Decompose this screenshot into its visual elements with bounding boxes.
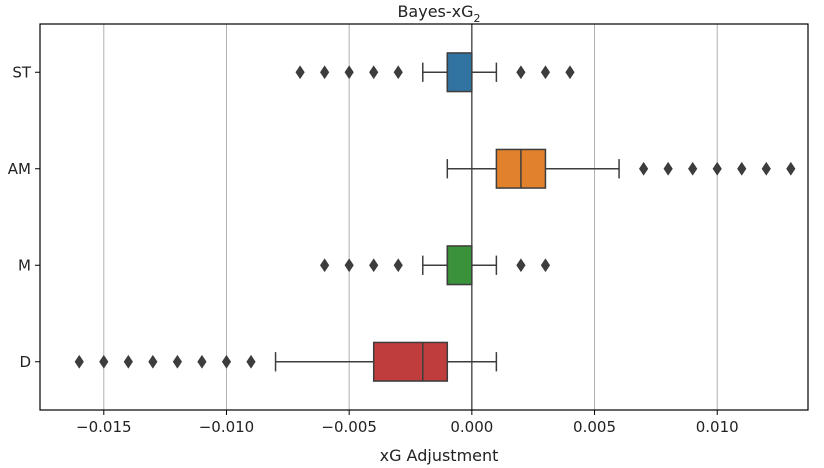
outlier-point [320,258,330,273]
outlier-point [393,65,403,80]
outlier-point [565,65,575,80]
outlier-point [123,354,133,369]
outlier-point [761,161,771,176]
x-tick-label: 0.000 [450,418,493,436]
outlier-point [295,65,305,80]
box-am [446,148,796,189]
x-tick-label: 0.005 [573,418,616,436]
x-tick-label: −0.010 [199,418,255,436]
outlier-point [688,161,698,176]
chart-title-main: Bayes-xG [397,2,473,21]
y-axis-ticks: ST AM M D [8,63,40,371]
outlier-point [320,65,330,80]
outlier-point [540,65,551,80]
y-tick-label: ST [12,63,32,81]
outlier-point [74,354,84,369]
box-iqr [372,341,449,382]
outlier-point [393,258,403,273]
x-axis-label: xG Adjustment [380,446,499,465]
box-iqr [446,52,473,93]
outlier-point [246,354,256,369]
outlier-point [344,65,354,80]
chart-title: Bayes-xG2 [397,2,480,25]
outlier-point [786,161,796,176]
y-tick-label: M [18,256,31,274]
outlier-point [540,258,551,273]
x-tick-label: −0.015 [76,418,132,436]
y-tick-label: AM [8,160,31,178]
outlier-point [516,258,526,273]
plot-frame [39,23,809,411]
outlier-point [197,354,207,369]
boxes-group [74,52,796,382]
outlier-point [369,258,379,273]
outlier-point [221,354,232,369]
outlier-point [737,161,747,176]
x-tick-label: 0.010 [696,418,739,436]
box-iqr [446,245,473,286]
box-m [320,245,551,286]
chart-title-subscript: 2 [474,12,481,25]
box-st [295,52,575,93]
outlier-point [639,161,649,176]
outlier-point [369,65,379,80]
outlier-point [663,161,673,176]
outlier-point [712,161,722,176]
y-tick-label: D [19,353,31,371]
outlier-point [172,354,183,369]
outlier-point [99,354,109,369]
outlier-point [344,258,354,273]
x-axis-ticks: −0.015 −0.010 −0.005 0.000 0.005 0.010 [76,410,739,436]
box-d [74,341,498,382]
outlier-point [148,354,158,369]
outlier-point [516,65,526,80]
x-tick-label: −0.005 [321,418,377,436]
